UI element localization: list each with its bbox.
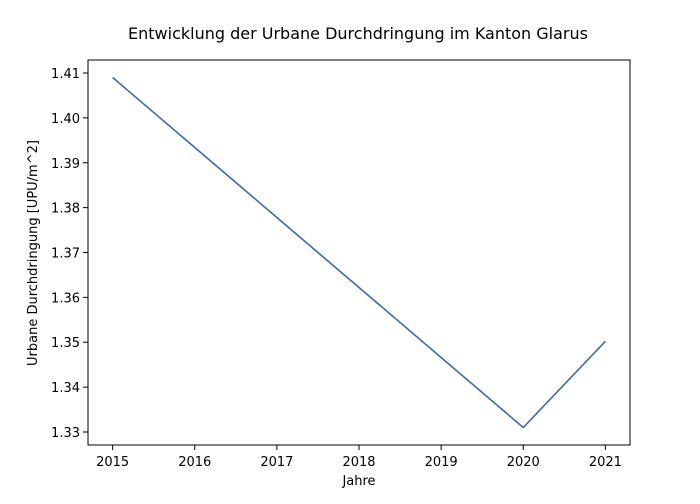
series-layer xyxy=(112,76,606,429)
y-axis-label: Urbane Durchdringung [UPU/m^2] xyxy=(26,140,41,366)
y-tick-label: 1.41 xyxy=(51,67,80,82)
y-tick-label: 1.38 xyxy=(51,202,80,217)
x-tick-label: 2018 xyxy=(342,455,375,470)
chart-title: Entwicklung der Urbane Durchdringung im … xyxy=(128,24,588,43)
y-tick-label: 1.34 xyxy=(51,381,80,396)
series-line xyxy=(112,76,606,429)
x-tick-label: 2020 xyxy=(507,455,540,470)
y-tick-label: 1.39 xyxy=(51,157,80,172)
x-axis-label: Jahre xyxy=(341,474,375,489)
y-tick-label: 1.33 xyxy=(51,426,80,441)
plot-area: 2015 2016 2017 2018 2019 2020 2021 1.331.341.3… xyxy=(51,59,631,470)
y-tick-label: 1.40 xyxy=(51,112,80,127)
plot-frame xyxy=(87,59,631,446)
x-tick-label: 2021 xyxy=(589,455,622,470)
y-tick-label: 1.37 xyxy=(51,247,80,262)
x-tick-label: 2019 xyxy=(425,455,458,470)
y-tick-label: 1.35 xyxy=(51,336,80,351)
y-axis: 1.33 1.34 1.35 1.36 1.37 1.38 1.39 1.40 1.41 xyxy=(51,67,88,441)
x-tick-label: 2015 xyxy=(96,455,129,470)
x-axis: 2015 2016 2017 2018 2019 2020 2021 xyxy=(96,445,622,470)
x-tick-label: 2016 xyxy=(178,455,211,470)
x-tick-label: 2017 xyxy=(260,455,293,470)
y-tick-label: 1.36 xyxy=(51,291,80,306)
